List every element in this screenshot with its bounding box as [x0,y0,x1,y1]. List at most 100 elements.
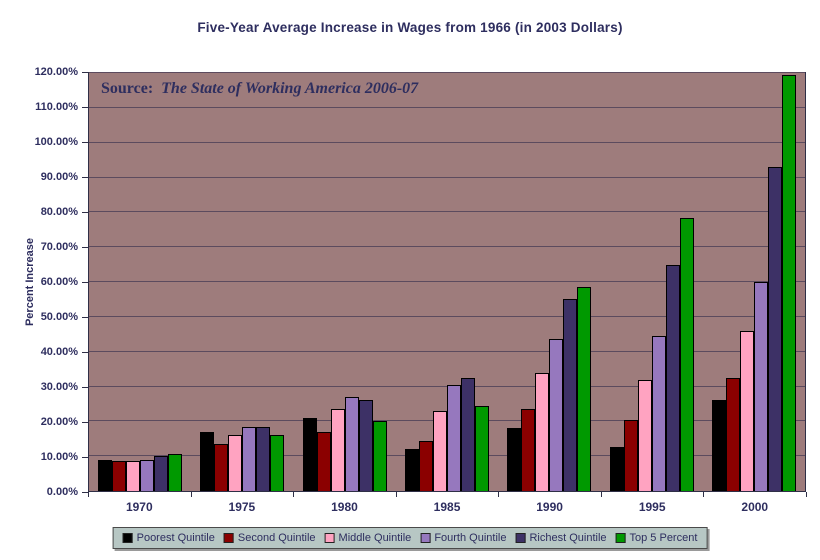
y-tick-mark [82,142,88,143]
bar-top-5-percent [168,454,183,491]
bar-fourth-quintile [242,426,257,491]
legend-item-top-5-percent: Top 5 Percent [615,532,698,544]
bar-middle-quintile [432,410,447,491]
y-axis: 0.00% 10.00% 20.00% 30.00% 40.00% 50.00% 60.00… [0,66,88,498]
bar-poorest-quintile [302,417,317,491]
bar-group-1985 [396,73,498,491]
bar-poorest-quintile [404,449,419,491]
bar-richest-quintile [154,456,169,491]
bar-second-quintile [316,431,331,491]
bar-group-2000 [703,73,805,491]
y-tick-mark [82,352,88,353]
x-label-1990: 1990 [536,500,563,514]
gridline [89,281,805,282]
bar-top-5-percent [474,405,489,491]
bar-group-1975 [191,73,293,491]
y-tick-mark [82,177,88,178]
bar-middle-quintile [739,330,754,491]
x-tick-mark [190,492,192,497]
y-tick-label: 120.00% [34,66,78,78]
y-tick-label: 110.00% [35,101,78,113]
bar-richest-quintile [256,426,271,491]
bar-group-1990 [498,73,600,491]
y-tick-mark [82,422,88,423]
legend-label: Middle Quintile [338,532,412,544]
bar-middle-quintile [330,409,345,491]
y-tick-mark [82,72,88,73]
legend-item-poorest-quintile: Poorest Quintile [122,532,215,544]
y-tick-label: 90.00% [40,171,78,183]
source-label: Source: [101,80,154,97]
y-tick-label: 40.00% [40,346,78,358]
legend-swatch-icon [420,533,431,543]
bar-middle-quintile [126,461,141,491]
source-text: The State of Working America 2006-07 [161,80,419,97]
chart-title: Five-Year Average Increase in Wages from… [197,20,623,35]
y-tick-mark [82,282,88,283]
bar-top-5-percent [372,421,387,491]
bar-group-1970 [89,73,191,491]
legend-label: Top 5 Percent [629,532,698,544]
legend-label: Richest Quintile [529,532,607,544]
gridline [89,246,805,248]
y-tick-mark [82,317,88,318]
bar-top-5-percent [781,74,796,491]
bar-richest-quintile [460,377,475,491]
gridline [89,315,805,317]
y-tick-mark [82,247,88,248]
gridline [89,141,805,143]
x-tick-mark [600,492,602,497]
x-label-1980: 1980 [331,500,358,514]
bar-second-quintile [623,419,638,491]
bar-fourth-quintile [140,459,155,491]
legend: Poorest Quintile Second Quintile Middle Qu… [112,527,708,549]
bar-fourth-quintile [344,396,359,491]
x-axis-ticks [88,492,807,497]
bar-richest-quintile [767,167,782,491]
bar-richest-quintile [358,400,373,491]
x-tick-mark [88,492,89,497]
bar-richest-quintile [563,299,578,491]
y-tick-label: 0.00% [46,486,78,498]
bar-poorest-quintile [609,447,624,491]
legend-swatch-icon [515,533,526,543]
x-tick-mark [395,492,397,497]
y-tick-label: 50.00% [40,311,78,323]
gridline [89,106,805,108]
y-tick-label: 30.00% [40,381,78,393]
source-note: Source: The State of Working America 2006… [101,80,418,98]
legend-swatch-icon [324,533,335,543]
bar-richest-quintile [665,264,680,491]
x-label-1970: 1970 [125,500,153,514]
x-label-1995: 1995 [638,500,666,514]
legend-label: Fourth Quintile [434,532,507,544]
y-tick-label: 80.00% [40,206,78,218]
gridline [89,176,805,178]
y-tick-label: 60.00% [40,276,78,288]
bar-second-quintile [418,440,433,491]
bar-fourth-quintile [549,339,564,491]
bar-middle-quintile [228,435,243,491]
y-tick-mark [82,107,88,108]
y-tick-mark [82,492,88,493]
legend-label: Poorest Quintile [136,532,215,544]
x-label-2000: 2000 [741,500,769,514]
bar-fourth-quintile [446,384,461,491]
x-label-1985: 1985 [433,500,461,514]
legend-item-second-quintile: Second Quintile [223,532,316,544]
legend-item-richest-quintile: Richest Quintile [515,532,607,544]
legend-swatch-icon [122,533,133,543]
bar-top-5-percent [270,435,285,491]
y-tick-mark [82,212,88,213]
x-axis-labels: 1970 1975 1980 1985 1990 1995 2000 [88,500,806,514]
bar-group-1980 [294,73,396,491]
x-tick-mark [703,492,705,497]
plot-area: Source: The State of Working America 2006… [88,72,806,492]
gridline [89,211,805,213]
bar-fourth-quintile [753,282,768,491]
legend-item-middle-quintile: Middle Quintile [324,532,412,544]
bar-middle-quintile [535,372,550,491]
y-tick-mark [82,457,88,458]
bar-middle-quintile [637,379,652,491]
